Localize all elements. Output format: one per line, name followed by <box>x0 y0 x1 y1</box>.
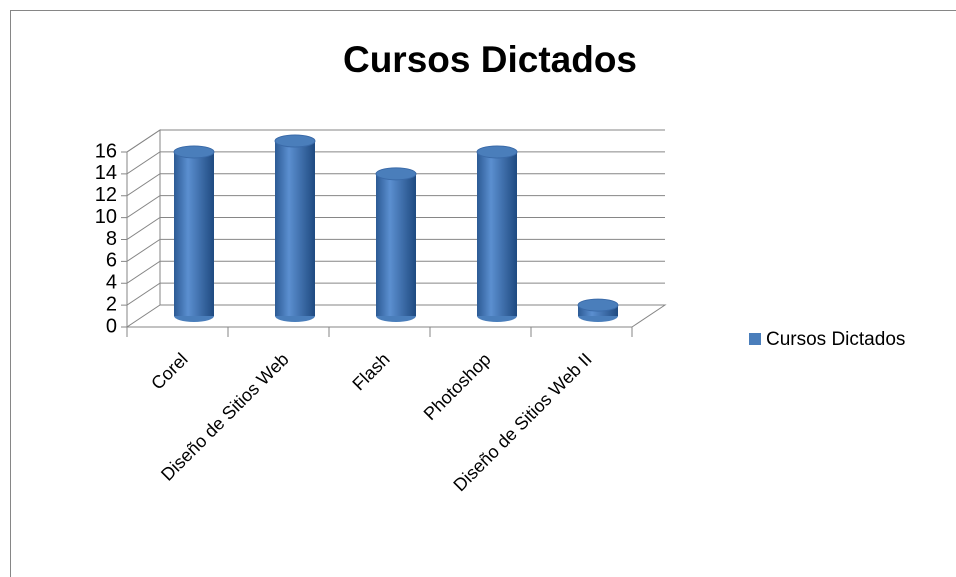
legend-label: Cursos Dictados <box>766 329 905 350</box>
y-tick-label: 12 <box>95 184 117 206</box>
y-tick-label: 16 <box>95 140 117 162</box>
x-tick-label: Flash <box>348 349 393 394</box>
bar <box>173 145 215 322</box>
chart-border <box>10 10 956 577</box>
bar-top <box>375 167 417 181</box>
bar-top <box>173 145 215 159</box>
y-tick-label: 8 <box>106 228 117 250</box>
y-tick-label: 0 <box>106 315 117 337</box>
legend-swatch <box>749 333 761 345</box>
y-tick-label: 14 <box>95 162 117 184</box>
bar-body <box>477 151 517 316</box>
bar-top <box>274 134 316 148</box>
bar-top <box>476 145 518 159</box>
x-tick-label: Corel <box>147 349 192 394</box>
y-tick-label: 2 <box>106 293 117 315</box>
bar <box>476 145 518 322</box>
bar <box>577 298 619 322</box>
grid-line <box>126 129 665 153</box>
chart-title: Cursos Dictados <box>343 39 637 80</box>
y-tick-label: 10 <box>95 206 117 228</box>
y-tick-label: 6 <box>106 250 117 272</box>
x-tick-label: Photoshop <box>420 349 495 424</box>
bar-body <box>174 151 214 316</box>
bar <box>274 134 316 322</box>
bar <box>375 167 417 322</box>
bar-body <box>275 141 315 316</box>
bar-top <box>577 298 619 312</box>
y-tick-label: 4 <box>106 272 117 294</box>
bar-body <box>376 173 416 316</box>
